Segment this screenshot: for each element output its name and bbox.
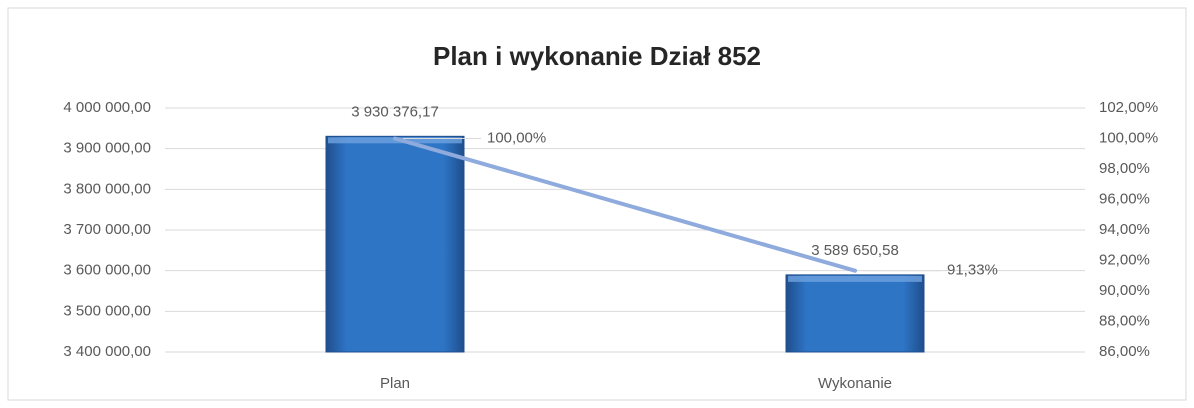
y-tick-label: 3 900 000,00 <box>63 140 151 157</box>
data-label: 3 589 650,58 <box>811 242 899 259</box>
y2-tick-label: 102,00% <box>1099 99 1158 116</box>
y-tick-label: 3 800 000,00 <box>63 180 151 197</box>
y2-tick-label: 98,00% <box>1099 160 1150 177</box>
y-tick-label: 4 000 000,00 <box>63 99 151 116</box>
y2-tick-label: 88,00% <box>1099 312 1150 329</box>
line <box>393 136 857 273</box>
y2-tick-label: 90,00% <box>1099 282 1150 299</box>
x-tick-label: Wykonanie <box>818 375 892 392</box>
chart-title: Plan i wykonanie Dział 852 <box>433 41 761 71</box>
bar-highlight <box>788 275 922 282</box>
y-tick-label: 3 500 000,00 <box>63 302 151 319</box>
y2-tick-label: 94,00% <box>1099 221 1150 238</box>
y2-tick-label: 86,00% <box>1099 343 1150 360</box>
y2-tick-label: 96,00% <box>1099 190 1150 207</box>
bar <box>325 135 465 353</box>
data-label: 3 930 376,17 <box>351 103 439 120</box>
data-label: 100,00% <box>487 129 546 146</box>
bar <box>785 274 925 353</box>
data-label: 91,33% <box>947 262 998 279</box>
chart-frame <box>7 7 1187 401</box>
y-tick-label: 3 400 000,00 <box>63 343 151 360</box>
y-tick-label: 3 700 000,00 <box>63 221 151 238</box>
y2-tick-label: 100,00% <box>1099 129 1158 146</box>
y-tick-label: 3 600 000,00 <box>63 262 151 279</box>
x-tick-label: Plan <box>380 375 410 392</box>
y2-tick-label: 92,00% <box>1099 251 1150 268</box>
